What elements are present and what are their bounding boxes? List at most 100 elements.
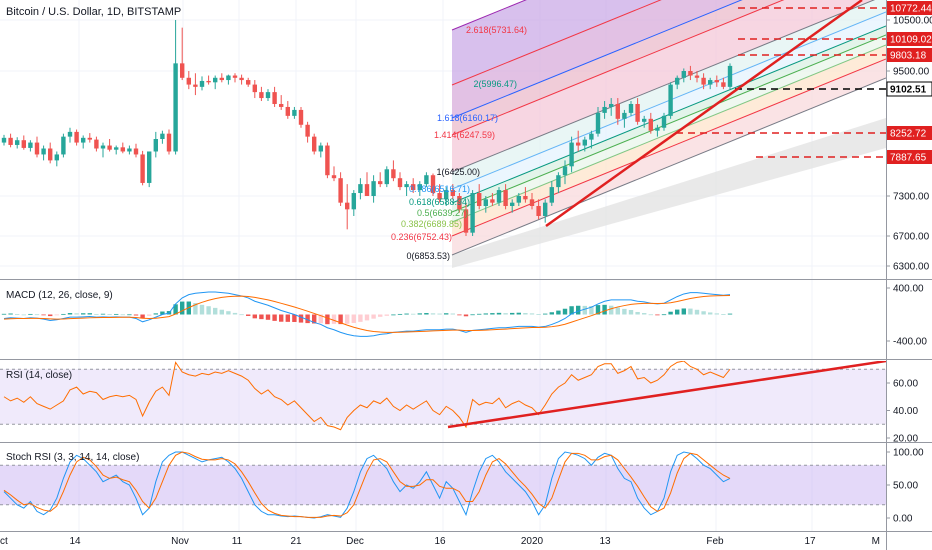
last-price-badge[interactable]: 9102.51 <box>886 81 932 97</box>
macd-bar <box>556 310 561 315</box>
macd-bar <box>305 314 310 324</box>
candle <box>213 75 218 90</box>
price-level-badge[interactable]: 9803.18 <box>887 48 932 62</box>
axis-tick-label: 60.00 <box>893 379 918 390</box>
price-level-label: 7887.65 <box>890 153 927 164</box>
macd-bar <box>325 314 330 325</box>
macd-bar <box>100 313 106 315</box>
price-level-label: 10109.02 <box>890 35 932 46</box>
axis-tick-label: 40.00 <box>893 406 918 417</box>
trendline-rsi[interactable] <box>447 361 886 429</box>
candle <box>516 193 521 206</box>
candle <box>727 63 733 90</box>
candle <box>378 172 383 188</box>
macd-bar <box>54 314 59 316</box>
macd-bar <box>371 314 376 319</box>
macd-title: MACD (12, 26, close, 9) <box>6 290 113 301</box>
price-level-badge[interactable]: 7887.65 <box>887 150 932 164</box>
fib-level-line <box>451 0 743 119</box>
macd-bar <box>628 309 634 315</box>
price-level-label: 9102.51 <box>890 85 927 96</box>
macd-bar <box>246 314 251 316</box>
candle <box>345 184 350 230</box>
macd-bar <box>688 308 693 315</box>
price-axis[interactable]: 10500.00 9500.00 7300.00 6700.00 6300.00 400.… <box>886 1 932 525</box>
candle <box>259 86 264 102</box>
macd-bar <box>516 312 521 315</box>
horizontal-levels[interactable] <box>676 7 886 158</box>
candle <box>589 130 594 149</box>
macd-bar <box>675 309 680 315</box>
macd-bar <box>602 304 607 315</box>
candle <box>694 71 700 83</box>
candle <box>470 190 475 236</box>
candle <box>688 65 693 81</box>
candle <box>114 145 119 155</box>
time-tick-label: Nov <box>171 536 189 547</box>
fib-label: 0.5(6639.27) <box>417 208 468 218</box>
macd-bar <box>265 314 271 320</box>
macd-bar <box>21 314 26 316</box>
macd-bar <box>714 313 719 315</box>
macd-bar <box>477 313 482 315</box>
price-level-badge[interactable]: 8252.72 <box>887 126 932 140</box>
macd-bar <box>272 314 277 321</box>
macd-bar <box>81 313 86 315</box>
time-tick-label: 11 <box>232 536 243 547</box>
candle <box>417 181 422 196</box>
fib-level-line <box>451 0 662 86</box>
macd-bar <box>48 314 53 317</box>
candle <box>364 172 370 196</box>
price-level-label: 10772.44 <box>890 4 932 15</box>
candle <box>444 187 449 206</box>
candlesticks <box>1 20 733 236</box>
candle <box>94 136 99 152</box>
macd-bar <box>285 314 290 322</box>
macd-bar <box>708 312 713 315</box>
macd-bar <box>549 312 554 315</box>
macd-bar <box>411 313 416 315</box>
candle <box>661 112 667 131</box>
macd-bar <box>140 314 145 319</box>
candle <box>147 151 152 188</box>
macd-bar <box>490 313 495 315</box>
candle <box>582 136 587 152</box>
fib-level-line <box>451 0 785 136</box>
candle <box>265 89 271 102</box>
trendline-price[interactable] <box>545 0 863 228</box>
macd-bar <box>107 314 112 315</box>
candle <box>675 75 680 90</box>
stoch-title: Stoch RSI (3, 3, 14, 14, close) <box>6 452 139 463</box>
candle <box>397 172 403 191</box>
axis-tick-label: -400.00 <box>893 337 927 348</box>
rsi-band <box>0 369 886 425</box>
axis-tick-label: 10500.00 <box>893 16 932 27</box>
candle <box>1 134 7 146</box>
fib-level-line <box>451 0 527 31</box>
macd-bar <box>622 308 627 315</box>
macd-bar <box>496 312 502 315</box>
macd-bar <box>351 314 356 323</box>
candle <box>536 199 541 220</box>
candle <box>490 193 495 206</box>
candle <box>549 181 554 206</box>
axis-tick-label: 7300.00 <box>893 192 930 203</box>
time-axis[interactable]: ct 14 Nov 11 21 Dec 16 2020 13 Feb 17 M <box>0 536 880 547</box>
macd-bar <box>74 313 79 315</box>
rsi-line <box>3 361 731 431</box>
price-level-badge[interactable]: 10109.02 <box>887 32 932 46</box>
candle <box>15 137 20 149</box>
candle <box>708 77 713 90</box>
price-level-badge[interactable]: 10772.44 <box>887 1 932 15</box>
macd-bar <box>609 305 614 315</box>
candle <box>430 173 436 196</box>
macd-bar <box>430 313 436 315</box>
candle <box>232 73 238 83</box>
macd-bar <box>94 313 99 315</box>
macd-bar <box>206 306 211 315</box>
fib-label: 1.414(6247.59) <box>434 130 495 140</box>
candle <box>318 142 323 158</box>
candle <box>424 172 429 188</box>
macd-bar <box>67 313 73 315</box>
